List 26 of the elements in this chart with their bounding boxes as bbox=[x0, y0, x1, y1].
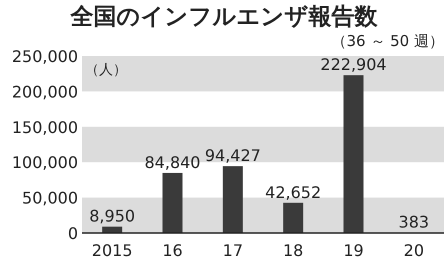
data-label: 383 bbox=[398, 212, 430, 232]
x-tick-label: 20 bbox=[404, 241, 424, 260]
bar bbox=[344, 75, 364, 233]
data-label: 42,652 bbox=[265, 182, 322, 202]
x-tick-label: 2015 bbox=[92, 241, 133, 260]
y-tick-label: 250,000 bbox=[12, 47, 78, 66]
y-axis-title: （人） bbox=[85, 62, 127, 78]
y-tick-label: 150,000 bbox=[12, 118, 78, 137]
bar bbox=[283, 202, 304, 233]
data-label: 8,950 bbox=[89, 206, 136, 226]
chart-title: 全国のインフルエンザ報告数 bbox=[70, 4, 378, 30]
x-tick-label: 16 bbox=[162, 241, 183, 260]
data-label: 222,904 bbox=[320, 55, 387, 74]
x-tick-label: 18 bbox=[282, 241, 304, 260]
x-tick-label: 17 bbox=[222, 241, 244, 260]
bar bbox=[222, 166, 243, 233]
y-tick-label: 100,000 bbox=[12, 153, 78, 172]
y-tick-label: 200,000 bbox=[12, 82, 78, 102]
chart-subtitle: （36 ～ 50 週） bbox=[332, 32, 444, 50]
bar bbox=[162, 172, 182, 233]
x-tick-label: 19 bbox=[343, 241, 364, 260]
y-tick-label: 50,000 bbox=[22, 188, 78, 208]
y-tick-label: 0 bbox=[68, 224, 78, 243]
data-label: 84,840 bbox=[144, 152, 200, 172]
bar bbox=[102, 226, 122, 233]
data-label: 94,427 bbox=[204, 146, 261, 166]
